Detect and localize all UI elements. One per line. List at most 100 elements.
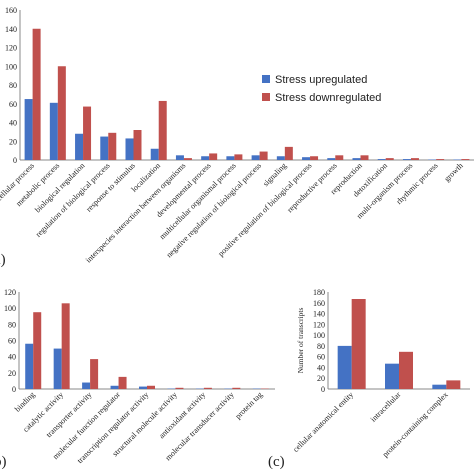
- legend: Stress upregulated Stress downregulated: [262, 74, 381, 104]
- bar-upregulated: [302, 157, 311, 160]
- y-tick-label: 0: [12, 385, 16, 394]
- bar-downregulated: [436, 159, 445, 160]
- bar-downregulated: [232, 387, 241, 389]
- x-tick-label: intracellular: [369, 390, 403, 424]
- y-tick-label: 80: [317, 342, 325, 351]
- y-tick-label: 40: [9, 119, 17, 128]
- bar-upregulated: [327, 158, 336, 160]
- bar-upregulated: [175, 155, 184, 160]
- legend-label: Stress upregulated: [275, 74, 367, 86]
- y-tick-label: 80: [8, 320, 16, 329]
- bar-downregulated: [446, 380, 461, 389]
- y-tick-label: 160: [5, 6, 17, 15]
- y-tick-label: 140: [5, 25, 17, 34]
- bar-upregulated: [100, 136, 109, 160]
- y-tick-label: 60: [9, 100, 17, 109]
- y-tick-label: 120: [5, 44, 17, 53]
- bar-upregulated: [75, 133, 84, 160]
- x-tick-label: protein tag: [233, 390, 264, 421]
- x-tick-label: negative regulation of biological proces…: [165, 161, 263, 259]
- bar-downregulated: [83, 106, 92, 160]
- bar-upregulated: [226, 156, 235, 160]
- bar-downregulated: [147, 385, 155, 389]
- bar-upregulated: [150, 148, 159, 160]
- x-tick-label: binding: [13, 390, 37, 414]
- bar-downregulated: [259, 151, 268, 160]
- y-axis-label: Number of transcripts: [296, 308, 305, 374]
- bar-downregulated: [209, 153, 218, 160]
- bar-downregulated: [175, 387, 184, 389]
- y-tick-label: 20: [9, 137, 17, 146]
- bar-downregulated: [360, 155, 369, 160]
- panel-label: b): [0, 454, 7, 470]
- bar-downregulated: [108, 132, 117, 160]
- x-tick-label: positive regulation of biological proces…: [216, 161, 313, 258]
- bar-upregulated: [110, 385, 119, 389]
- bar-downregulated: [61, 303, 70, 389]
- y-tick-label: 40: [8, 353, 16, 362]
- bar-downregulated: [234, 154, 243, 160]
- y-tick-label: 100: [313, 331, 325, 340]
- bar-downregulated: [399, 351, 413, 389]
- bar-downregulated: [133, 130, 142, 160]
- panel-label: a): [0, 252, 6, 268]
- bar-upregulated: [53, 348, 62, 389]
- bar-downregulated: [385, 158, 394, 160]
- bar-downregulated: [33, 312, 42, 389]
- y-tick-label: 100: [5, 62, 17, 71]
- x-tick-label: growth: [442, 161, 464, 183]
- y-tick-label: 80: [9, 81, 17, 90]
- panel-label: (c): [268, 454, 285, 470]
- bar-upregulated: [82, 382, 91, 389]
- bar-downregulated: [57, 66, 66, 160]
- y-tick-label: 20: [8, 369, 16, 378]
- bar-downregulated: [284, 146, 293, 160]
- bar-downregulated: [32, 28, 41, 160]
- bar-upregulated: [337, 345, 352, 389]
- bar-upregulated: [49, 102, 58, 160]
- bar-upregulated: [125, 138, 134, 160]
- bar-downregulated: [183, 158, 192, 160]
- bar-upregulated: [352, 158, 361, 160]
- y-tick-label: 20: [317, 374, 325, 383]
- legend-swatch: [262, 75, 270, 83]
- y-tick-label: 100: [4, 304, 16, 313]
- bar-upregulated: [139, 386, 147, 389]
- bar-upregulated: [402, 159, 411, 160]
- bar-downregulated: [90, 359, 99, 389]
- y-tick-label: 40: [317, 363, 325, 372]
- x-tick-label: cellular anatomical entity: [291, 390, 355, 454]
- bar-upregulated: [201, 156, 210, 160]
- bar-upregulated: [385, 363, 399, 389]
- y-tick-label: 0: [321, 385, 325, 394]
- legend-swatch: [262, 93, 270, 101]
- bar-downregulated: [410, 158, 419, 160]
- y-tick-label: 0: [13, 156, 17, 165]
- bar-upregulated: [24, 99, 33, 160]
- bar-upregulated: [251, 155, 260, 160]
- bar-downregulated: [351, 299, 366, 389]
- bar-downregulated: [203, 387, 212, 389]
- y-tick-label: 120: [4, 288, 16, 297]
- legend-label: Stress downregulated: [275, 92, 381, 104]
- y-tick-label: 120: [313, 320, 325, 329]
- y-tick-label: 140: [313, 310, 325, 319]
- bar-upregulated: [432, 384, 447, 389]
- bar-downregulated: [335, 155, 344, 160]
- y-tick-label: 60: [317, 353, 325, 362]
- y-tick-label: 160: [313, 299, 325, 308]
- bar-downregulated: [310, 156, 319, 160]
- bar-upregulated: [377, 159, 386, 160]
- panel-labels: a) b) (c): [0, 252, 285, 470]
- bar-upregulated: [25, 343, 34, 389]
- y-tick-label: 180: [313, 288, 325, 297]
- y-tick-label: 60: [8, 337, 16, 346]
- bar-upregulated: [276, 156, 285, 160]
- bar-downregulated: [118, 376, 127, 389]
- bar-downregulated: [461, 159, 470, 160]
- bar-downregulated: [158, 100, 167, 160]
